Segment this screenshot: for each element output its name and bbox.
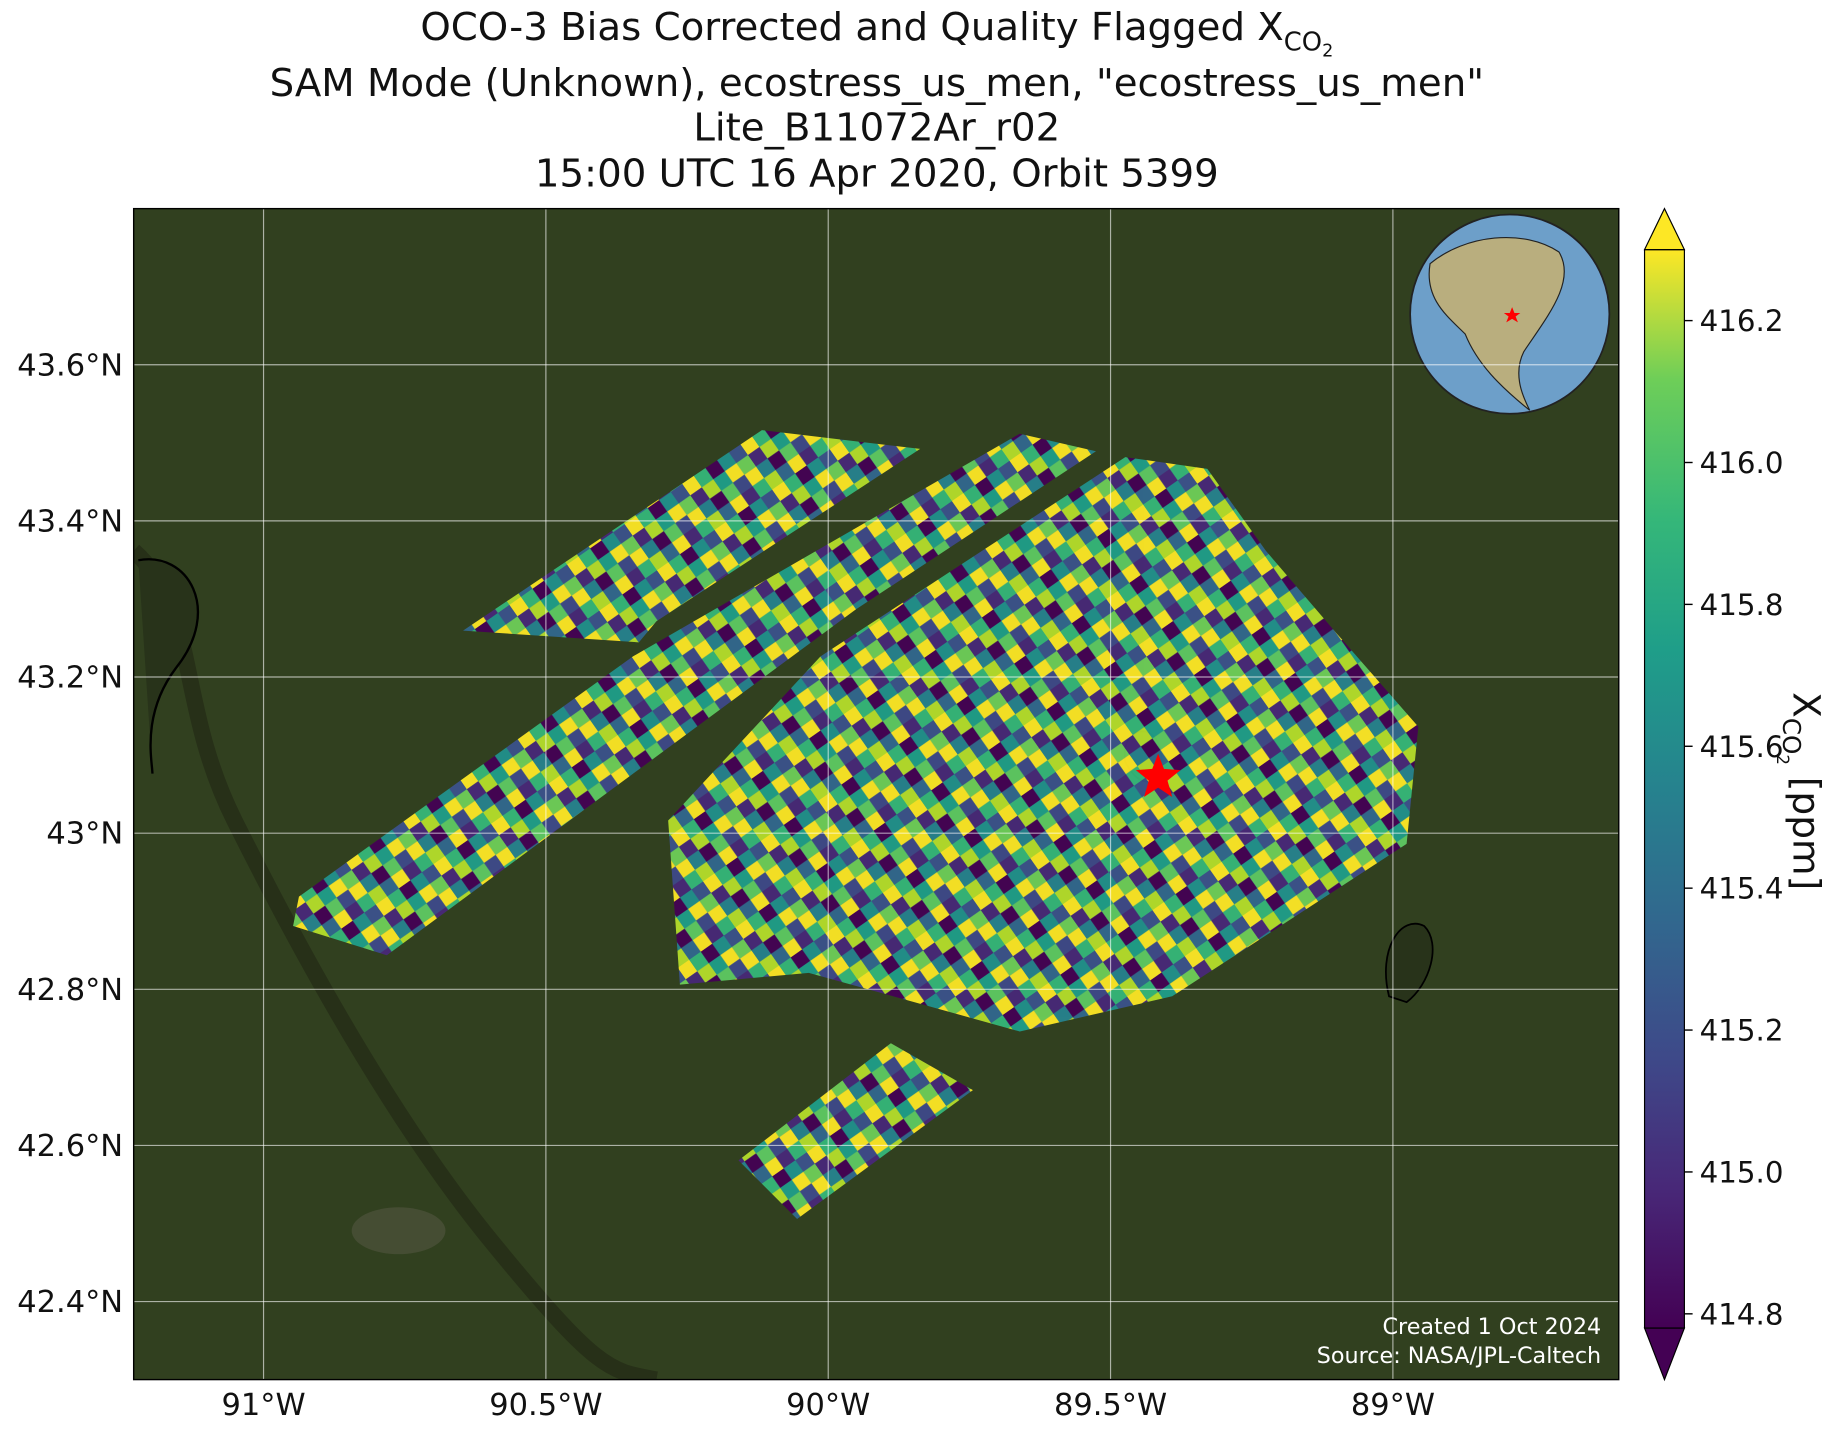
y-tick-label: 43.4°N — [17, 504, 123, 539]
river — [133, 544, 658, 1380]
colorbar-label-sub: CO — [1777, 718, 1806, 755]
target-star — [1135, 753, 1181, 798]
grid — [133, 208, 1619, 1380]
map-area — [133, 208, 1619, 1380]
y-tick-label: 43°N — [46, 817, 123, 852]
title-line: Lite_B11072Ar_r02 — [693, 106, 1060, 151]
colorbar-tick-label: 416.0 — [1700, 446, 1784, 480]
y-tick-label: 42.6°N — [17, 1129, 123, 1164]
colorbar — [1644, 249, 1685, 1329]
swath — [293, 433, 1096, 956]
x-tick-label: 90.5°W — [489, 1388, 602, 1423]
town — [351, 1207, 446, 1255]
globe-inset — [1409, 213, 1611, 415]
colorbar-tick-label: 416.2 — [1700, 304, 1784, 338]
colorbar-label-sub: 2 — [1773, 754, 1792, 764]
title-subscript: 2 — [1322, 41, 1333, 61]
x-tick-label: 89.5°W — [1054, 1388, 1167, 1423]
y-tick-label: 42.8°N — [17, 973, 123, 1008]
colorbar-label-unit: [ppm] — [1784, 765, 1828, 890]
colorbar-tick-label: 415.6 — [1700, 730, 1784, 764]
colorbar-tick-label: 415.4 — [1700, 872, 1784, 906]
credit: Source: NASA/JPL-Caltech — [1317, 1343, 1601, 1369]
title-line: 15:00 UTC 16 Apr 2020, Orbit 5399 — [535, 151, 1219, 196]
x-tick-label: 91°W — [221, 1388, 305, 1423]
swath — [463, 430, 921, 643]
swath — [738, 1043, 973, 1220]
colorbar-label-text: X — [1784, 692, 1828, 718]
colorbar-label: XCO2 [ppm] — [1773, 692, 1828, 890]
lake-outline — [138, 558, 199, 774]
map-frame — [132, 207, 1620, 1381]
y-tick-label: 43.6°N — [17, 348, 123, 383]
landmass — [1428, 237, 1565, 411]
colorbar-tick-label: 414.8 — [1700, 1297, 1784, 1331]
y-tick-label: 43.2°N — [17, 661, 123, 696]
colorbar-tick-label: 415.0 — [1700, 1155, 1784, 1189]
swath — [668, 457, 1419, 1032]
title-text: OCO-3 Bias Corrected and Quality Flagged… — [420, 5, 1283, 50]
title-subscript: CO — [1284, 27, 1322, 57]
globe-star — [1503, 307, 1521, 323]
colorbar-tick-label: 415.8 — [1700, 588, 1784, 622]
y-tick-label: 42.4°N — [17, 1285, 123, 1320]
title-line: SAM Mode (Unknown), ecostress_us_men, "e… — [270, 61, 1484, 106]
colorbar-frame — [1643, 249, 1685, 1329]
colorbar-extend — [1643, 207, 1686, 251]
x-tick-label: 89°W — [1351, 1388, 1435, 1423]
credit: Created 1 Oct 2024 — [1382, 1314, 1601, 1340]
colorbar-tick-label: 415.2 — [1700, 1014, 1784, 1048]
title-line: OCO-3 Bias Corrected and Quality Flagged… — [420, 5, 1333, 61]
xco2-swaths — [293, 430, 1419, 1220]
lake-outline — [1385, 923, 1434, 1004]
x-tick-label: 90°W — [786, 1388, 870, 1423]
colorbar-extend — [1643, 1327, 1686, 1382]
